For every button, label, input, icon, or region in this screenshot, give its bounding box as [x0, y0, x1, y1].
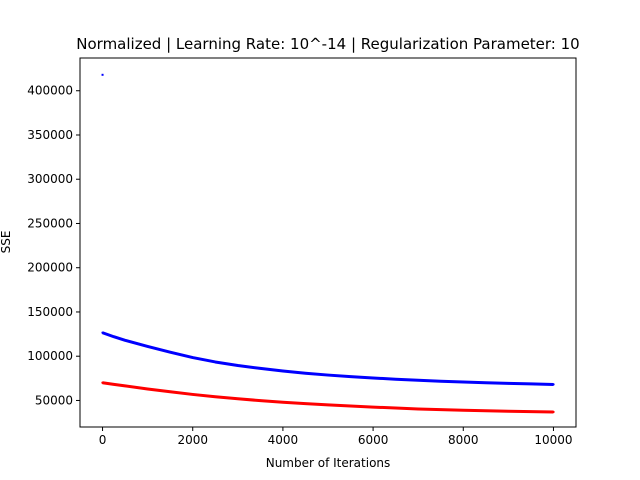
y-tick-label: 100000	[27, 349, 73, 363]
data-point	[168, 351, 172, 354]
data-point	[439, 380, 442, 383]
data-point	[484, 381, 488, 384]
x-tick-label: 8000	[448, 433, 479, 447]
data-point	[552, 410, 555, 414]
data-point	[214, 395, 217, 398]
y-axis: 50000 100000 150000 200000 250000 300000 35000…	[27, 84, 80, 407]
x-axis-title: Number of Iterations	[266, 456, 391, 470]
x-tick-label: 10000	[534, 433, 572, 447]
data-point	[168, 390, 172, 393]
data-point	[371, 376, 375, 380]
y-tick-label: 50000	[35, 393, 73, 407]
series-1	[101, 381, 555, 414]
data-point	[326, 403, 330, 407]
data-point	[101, 381, 104, 384]
chart-title: Normalized | Learning Rate: 10^-14 | Reg…	[76, 35, 579, 53]
y-tick-label: 150000	[27, 305, 73, 319]
data-point	[462, 409, 465, 412]
data-point	[416, 379, 420, 382]
data-point	[112, 383, 116, 386]
y-tick-label: 250000	[27, 216, 73, 230]
data-point	[507, 410, 510, 413]
x-axis: 0 2000 4000 6000 8000 10000	[99, 427, 573, 447]
x-tick-label: 2000	[177, 433, 208, 447]
data-point	[304, 402, 307, 405]
data-point	[371, 405, 375, 409]
data-point	[349, 404, 352, 408]
data-point	[146, 345, 149, 348]
data-point	[214, 360, 217, 364]
data-point	[529, 382, 533, 386]
data-point	[552, 383, 555, 386]
data-point	[101, 73, 104, 76]
y-axis-title: SSE	[0, 231, 13, 254]
y-tick-label: 400000	[27, 84, 73, 98]
data-point	[259, 399, 262, 402]
data-point	[281, 369, 285, 373]
plot-area	[101, 73, 555, 414]
data-point	[439, 408, 442, 411]
data-point	[191, 393, 194, 396]
data-point	[236, 397, 240, 400]
data-point	[191, 356, 194, 359]
data-point	[123, 384, 127, 388]
x-tick-label: 6000	[358, 433, 389, 447]
data-point	[101, 331, 104, 334]
data-point	[484, 409, 488, 413]
data-point	[281, 401, 285, 404]
x-tick-label: 0	[99, 433, 107, 447]
axes-frame	[79, 57, 577, 428]
data-point	[236, 364, 240, 367]
series-0	[101, 73, 555, 386]
y-tick-label: 350000	[27, 128, 73, 142]
data-point	[146, 387, 149, 391]
x-tick-label: 4000	[268, 433, 299, 447]
series-line	[102, 381, 554, 414]
data-point	[529, 410, 533, 413]
data-point	[304, 371, 307, 375]
data-point	[123, 339, 127, 342]
data-point	[394, 406, 397, 410]
data-point	[462, 380, 465, 384]
series-line	[102, 331, 554, 386]
y-tick-label: 200000	[27, 261, 73, 275]
data-point	[349, 375, 352, 378]
data-point	[112, 335, 116, 338]
data-point	[259, 367, 262, 370]
data-point	[416, 407, 420, 411]
data-point	[394, 378, 397, 381]
data-point	[326, 373, 330, 377]
y-tick-label: 300000	[27, 172, 73, 186]
data-point	[507, 382, 510, 385]
